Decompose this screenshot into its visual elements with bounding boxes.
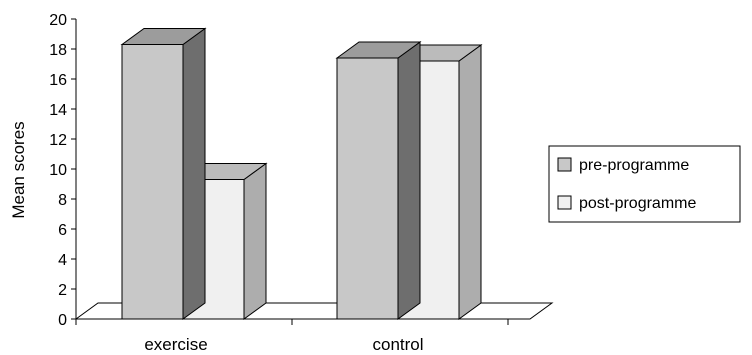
x-axis: exercise control <box>75 318 530 354</box>
y-tick-label: 2 <box>58 282 67 299</box>
y-tick-label: 4 <box>58 252 67 269</box>
y-tick-label: 0 <box>58 312 67 329</box>
bar-control-pre-programme <box>335 41 422 320</box>
legend-swatch-pre-programme <box>557 157 572 172</box>
y-tick-label: 14 <box>49 102 67 119</box>
y-tick-label: 20 <box>49 12 67 29</box>
y-tick-label: 6 <box>58 222 67 239</box>
y-axis: 0 2 4 6 8 10 12 14 16 18 20 <box>49 12 77 329</box>
legend-swatch-post-programme <box>557 195 572 210</box>
legend: pre-programme post-programme <box>548 145 741 223</box>
legend-frame <box>548 145 741 223</box>
y-tick-label: 10 <box>49 162 67 179</box>
y-tick-label: 12 <box>49 132 67 149</box>
y-tick-label: 18 <box>49 42 67 59</box>
legend-label-pre-programme: pre-programme <box>579 157 689 174</box>
y-tick-label: 8 <box>58 192 67 209</box>
bars <box>120 27 483 320</box>
y-axis-title: Mean scores <box>9 121 28 218</box>
x-category-label-control: control <box>372 335 423 354</box>
y-tick-label: 16 <box>49 72 67 89</box>
legend-label-post-programme: post-programme <box>579 195 696 212</box>
x-category-label-exercise: exercise <box>144 335 207 354</box>
bar-exercise-pre-programme <box>120 27 207 320</box>
